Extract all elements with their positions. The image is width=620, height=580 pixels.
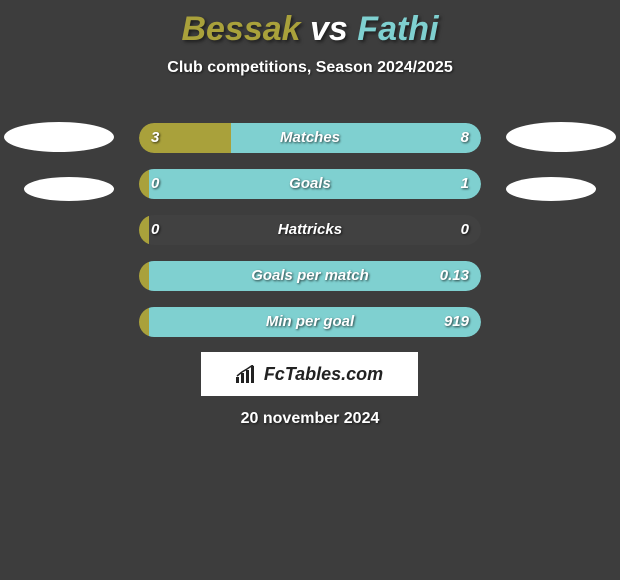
player-right-avatar: [506, 122, 616, 152]
player-left-avatar: [4, 122, 114, 152]
stat-label: Goals per match: [139, 261, 481, 291]
stat-value-right: 8: [461, 123, 469, 153]
branding-badge: FcTables.com: [201, 352, 418, 396]
branding-text: FcTables.com: [264, 364, 383, 385]
player-left-avatar-shadow: [24, 177, 114, 201]
stat-label: Hattricks: [139, 215, 481, 245]
stat-row: 3Matches8: [139, 123, 481, 153]
stat-value-right: 0.13: [440, 261, 469, 291]
stat-row: Min per goal919: [139, 307, 481, 337]
stat-rows: 3Matches80Goals10Hattricks0Goals per mat…: [139, 123, 481, 353]
title-right: Fathi: [357, 10, 438, 48]
stat-label: Matches: [139, 123, 481, 153]
page-title: Bessak vs Fathi: [0, 0, 620, 49]
stat-row: 0Goals1: [139, 169, 481, 199]
stat-label: Goals: [139, 169, 481, 199]
player-right-avatar-shadow: [506, 177, 596, 201]
stat-label: Min per goal: [139, 307, 481, 337]
chart-icon: [236, 365, 258, 383]
date-text: 20 november 2024: [0, 410, 620, 428]
stat-value-right: 1: [461, 169, 469, 199]
title-vs: vs: [301, 10, 358, 48]
subtitle: Club competitions, Season 2024/2025: [0, 59, 620, 77]
title-left: Bessak: [181, 10, 300, 48]
stat-value-right: 0: [461, 215, 469, 245]
stat-value-right: 919: [444, 307, 469, 337]
stat-row: 0Hattricks0: [139, 215, 481, 245]
stat-row: Goals per match0.13: [139, 261, 481, 291]
